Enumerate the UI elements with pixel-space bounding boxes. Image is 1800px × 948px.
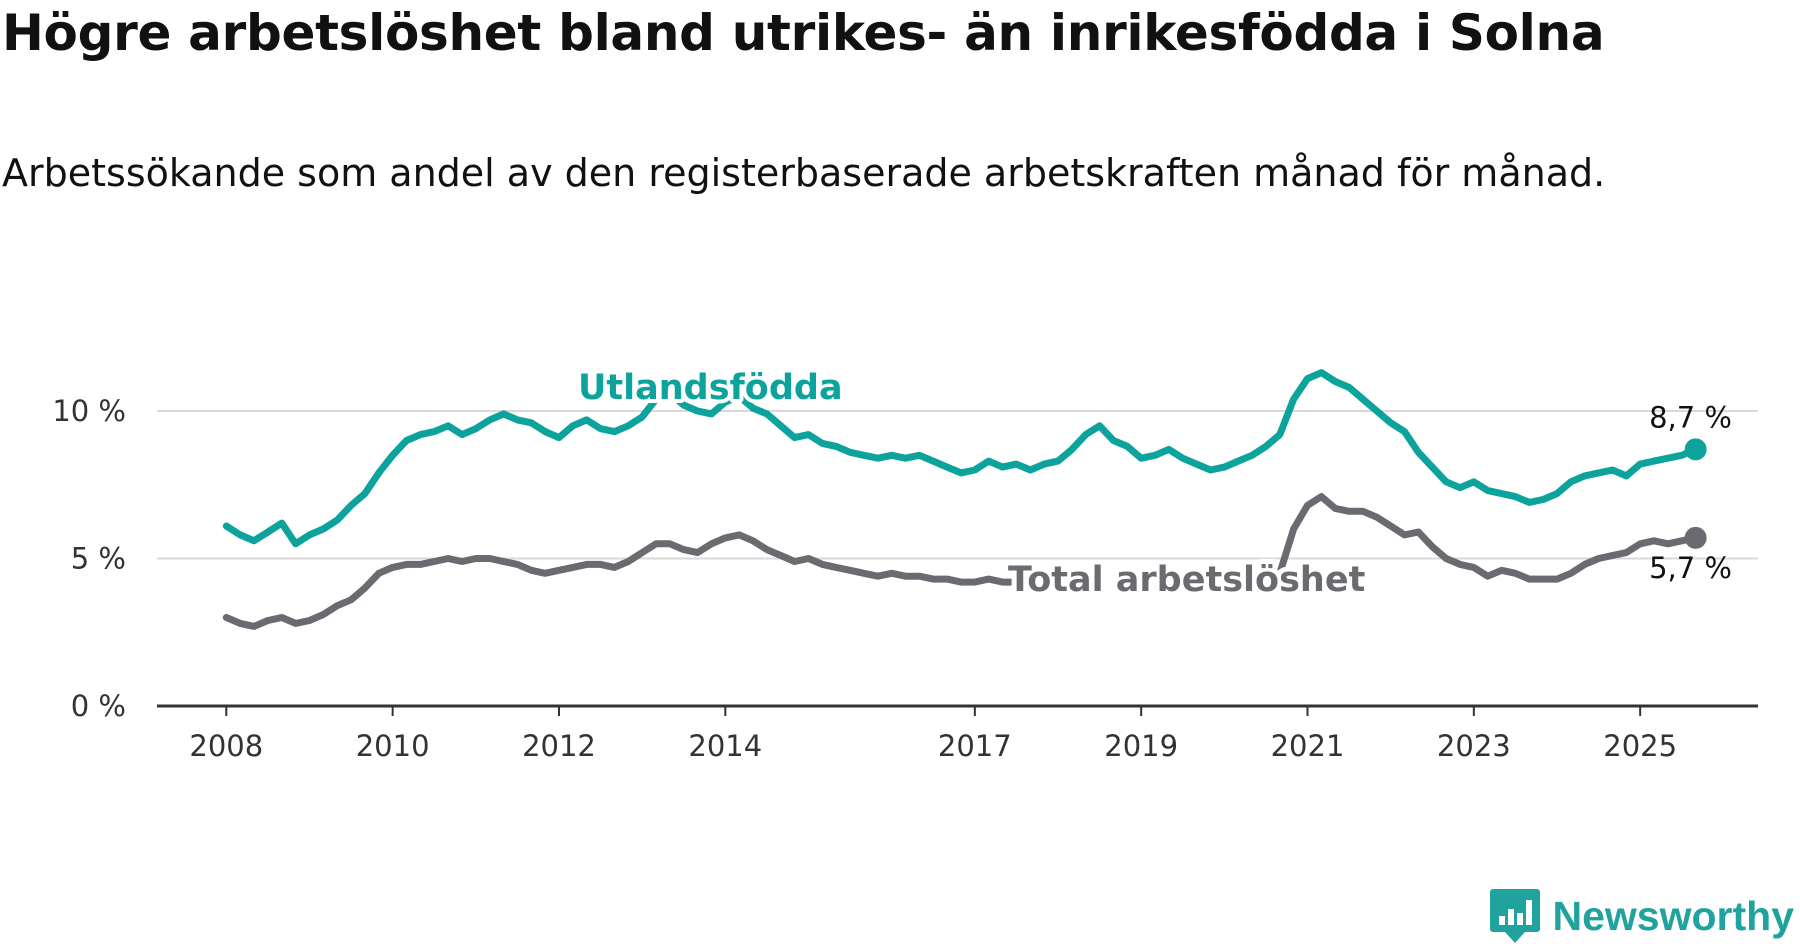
series-lines [222,369,1707,630]
series-line-total [222,531,1048,630]
series-label-utlandsfodda: Utlandsfödda [578,368,843,408]
x-tick-label-2014: 2014 [688,729,762,763]
x-tick-label-2023: 2023 [1437,729,1511,763]
x-tick-label-2010: 2010 [356,729,430,763]
y-tick-label-0: 0 % [71,689,126,723]
x-tick-label-2025: 2025 [1603,729,1677,763]
end-marker-total [1684,526,1707,549]
x-tick-label-2017: 2017 [938,729,1012,763]
chart-subtitle: Arbetssökande som andel av den registerb… [2,151,1606,195]
end-marker-utlandsfodda [1684,438,1707,461]
y-tick-label-5: 5 % [71,542,126,576]
y-tick-label-10: 10 % [52,394,126,428]
x-tick-label-2008: 2008 [189,729,263,763]
y-axis-ticks: 0 % 5 % 10 % [52,394,126,723]
x-tick-label-2021: 2021 [1271,729,1345,763]
series-labels: Utlandsfödda Total arbetslöshet 8,7 % 5,7 % [574,364,1732,605]
end-label-utlandsfodda: 8,7 % [1649,400,1732,434]
x-tick-label-2019: 2019 [1104,729,1178,763]
chart-title: Högre arbetslöshet bland utrikes- än inr… [2,4,1605,62]
series-line-total-continued [1276,493,1700,583]
brand-name: Newsworthy [1552,892,1795,939]
x-axis: 2008 2010 2012 2014 2017 2019 2021 2023 2025 [157,704,1758,763]
gridlines [157,410,1758,560]
end-label-total: 5,7 % [1649,551,1732,585]
series-line-utlandsfodda [222,369,1700,548]
x-tick-label-2012: 2012 [522,729,596,763]
newsworthy-logo-icon [1489,889,1540,943]
series-label-total: Total arbetslöshet [1008,560,1365,600]
brand: Newsworthy [1489,884,1795,948]
